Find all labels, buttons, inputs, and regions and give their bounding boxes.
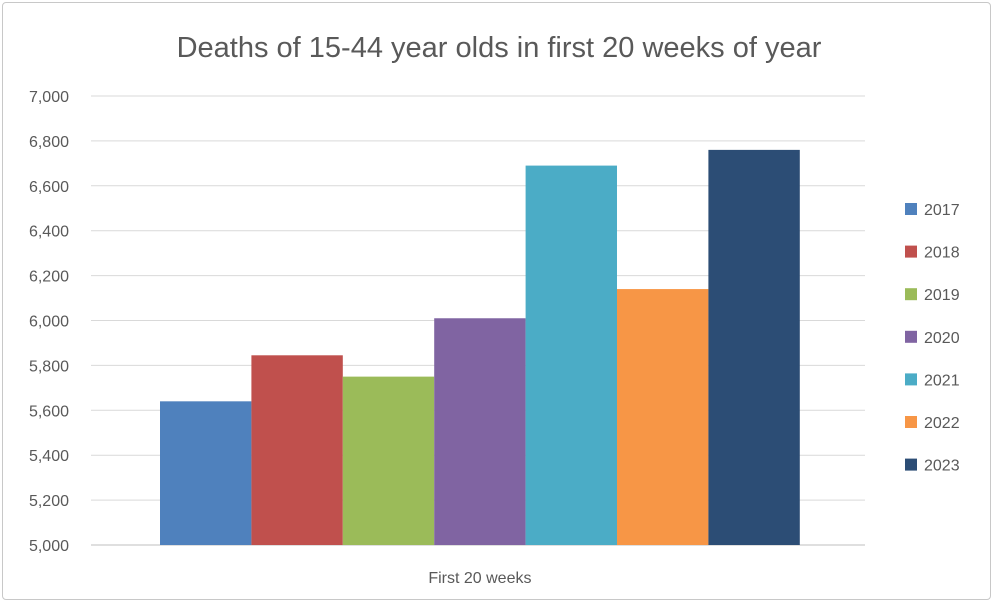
x-axis: First 20 weeks (428, 570, 531, 587)
chart-svg: Deaths of 15-44 year olds in first 20 we… (29, 32, 960, 587)
legend-swatch-2022 (905, 416, 917, 428)
legend-label-2019: 2019 (924, 287, 960, 304)
chart-title: Deaths of 15-44 year olds in first 20 we… (177, 32, 822, 64)
bar-2023 (708, 149, 800, 545)
y-tick-label: 6,200 (29, 269, 69, 286)
legend-label-2020: 2020 (924, 330, 960, 347)
y-tick-label: 5,400 (29, 448, 69, 465)
y-tick-label: 6,800 (29, 134, 69, 151)
x-category-label: First 20 weeks (428, 570, 531, 587)
legend-swatch-2018 (905, 245, 917, 258)
legend: 2017 2018 2019 2020 2021 2022 2023 (905, 202, 960, 475)
bar-2022 (617, 289, 709, 545)
y-axis: 5,000 5,200 5,400 5,600 5,800 6,000 6,200 6,400… (29, 89, 69, 555)
bar-2020 (434, 318, 526, 545)
legend-label-2022: 2022 (924, 415, 960, 432)
legend-swatch-2023 (905, 458, 917, 471)
y-tick-label: 6,000 (29, 314, 69, 331)
bar-2019 (342, 376, 435, 545)
legend-swatch-2020 (905, 330, 917, 343)
legend-swatch-2019 (905, 288, 917, 301)
y-tick-label: 5,200 (29, 493, 69, 510)
bar-2018 (251, 355, 343, 545)
bar-2021 (525, 165, 617, 545)
legend-label-2017: 2017 (924, 202, 960, 219)
y-tick-label: 5,000 (29, 538, 69, 555)
y-tick-label: 6,600 (29, 179, 69, 196)
legend-label-2018: 2018 (924, 245, 960, 262)
bar-2017 (160, 401, 252, 545)
y-tick-label: 7,000 (29, 89, 69, 106)
legend-swatch-2017 (905, 203, 917, 215)
bars (160, 149, 800, 545)
legend-label-2021: 2021 (924, 372, 960, 389)
y-tick-label: 5,600 (29, 403, 69, 420)
legend-label-2023: 2023 (924, 458, 960, 475)
y-tick-label: 6,400 (29, 224, 69, 241)
y-tick-label: 5,800 (29, 358, 69, 375)
legend-swatch-2021 (905, 373, 917, 386)
